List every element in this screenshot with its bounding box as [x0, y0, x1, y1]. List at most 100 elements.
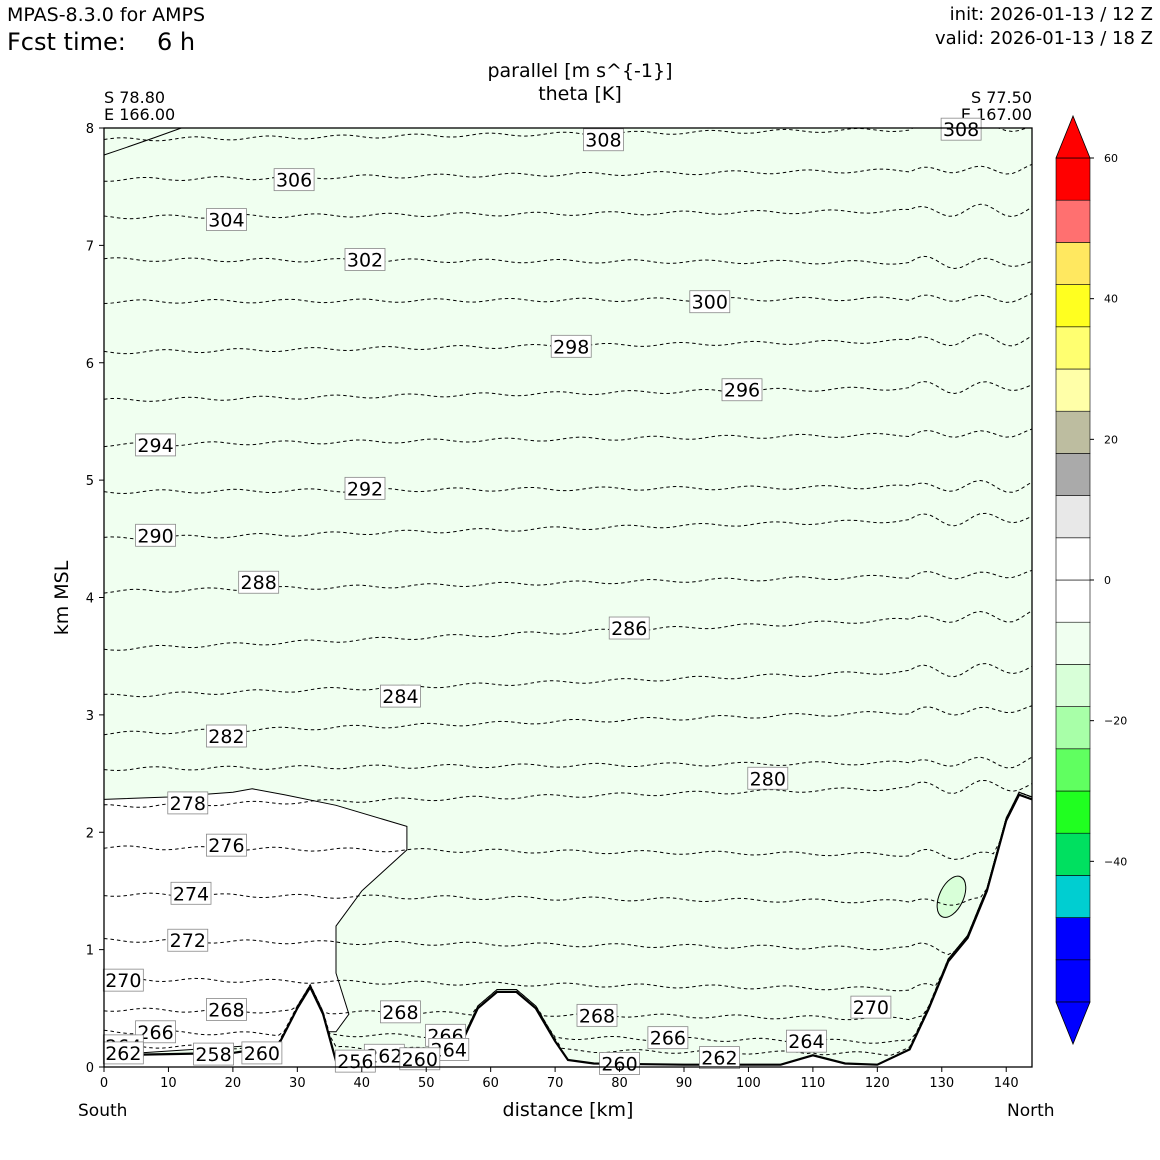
contour-label-box: [399, 1047, 441, 1071]
x-axis-label: distance [km]: [502, 1099, 634, 1121]
colorbar-tick-label: −20: [1104, 715, 1127, 728]
x-tick-label: 120: [865, 1076, 890, 1091]
contour-label: 300: [692, 292, 728, 314]
contour-label: 274: [173, 883, 209, 905]
contour-label-box: [167, 791, 209, 815]
contour-label-box: [647, 1026, 689, 1050]
south-end-label: South: [78, 1101, 128, 1121]
left-end-latitude: S 78.80: [104, 88, 166, 107]
contour-label-box: [747, 766, 789, 790]
contour-label: 294: [137, 435, 173, 457]
colorbar-segment: [1055, 664, 1091, 707]
right-end-latitude: S 77.50: [970, 88, 1032, 107]
contour-label: 260: [402, 1049, 438, 1071]
contour-label: 260: [244, 1043, 280, 1065]
x-tick-label: 30: [289, 1076, 306, 1091]
y-tick-label: 0: [86, 1061, 94, 1076]
contour-label-box: [344, 248, 386, 271]
contour-label-box: [102, 968, 144, 992]
contour-label: 270: [853, 997, 889, 1019]
x-tick-label: 40: [354, 1076, 371, 1091]
white-region-outline-top: [103, 127, 182, 156]
colorbar-tick-label: −40: [1104, 855, 1127, 868]
x-tick-label: 140: [994, 1076, 1019, 1091]
contour-label: 296: [724, 380, 760, 402]
x-tick-label: 90: [676, 1076, 693, 1091]
contour-label: 264: [788, 1031, 824, 1053]
colorbar-segment: [1055, 242, 1091, 285]
contour-label-box: [102, 1041, 144, 1065]
colorbar-segment: [1055, 326, 1091, 370]
contour-label-box: [608, 616, 650, 640]
contour-label-box: [206, 833, 247, 857]
contour-label: 306: [276, 170, 312, 192]
x-tick-label: 60: [482, 1076, 499, 1091]
contour-label-box: [135, 523, 176, 547]
colorbar-tick-label: 0: [1104, 574, 1111, 587]
colorbar-segment: [1055, 832, 1091, 876]
contour-label-box: [850, 995, 892, 1019]
chart-title-line-2: theta [K]: [538, 83, 622, 105]
contour-label-box: [380, 684, 421, 708]
contour-label-box: [344, 476, 386, 500]
contour-label-box: [786, 1029, 827, 1053]
contour-label-box: [135, 1020, 176, 1044]
contour-label-box: [193, 1042, 234, 1066]
contour-label: 268: [382, 1002, 418, 1024]
contour-label: 298: [553, 336, 589, 358]
contour-label-box: [206, 998, 247, 1021]
colorbar-segment: [1055, 537, 1091, 581]
contour-label: 266: [650, 1028, 686, 1050]
contour-label: 308: [585, 130, 621, 152]
theta-contour-266: [104, 791, 1032, 1044]
y-tick-label: 5: [86, 474, 94, 489]
contour-label: 260: [601, 1053, 637, 1075]
y-tick-label: 7: [86, 239, 94, 254]
x-tick-label: 80: [611, 1076, 628, 1091]
contour-label-box: [721, 378, 763, 402]
contour-label-box: [238, 570, 280, 594]
x-tick-label: 70: [547, 1076, 564, 1091]
contour-label: 276: [208, 835, 244, 857]
y-tick-label: 6: [86, 357, 94, 372]
contour-label-box: [273, 168, 315, 192]
init-time: init: 2026-01-13 / 12 Z: [949, 4, 1153, 25]
colorbar-segment: [1055, 495, 1091, 539]
contour-label: 284: [382, 686, 418, 708]
contour-label: 290: [137, 525, 173, 547]
contour-label-box: [699, 1046, 740, 1070]
contour-label: 272: [170, 930, 206, 952]
contour-label-box: [576, 1003, 618, 1027]
colorbar-segment: [1055, 199, 1091, 243]
colorbar-segment: [1055, 368, 1091, 412]
valid-time: valid: 2026-01-13 / 18 Z: [935, 28, 1153, 49]
y-tick-label: 8: [86, 122, 94, 137]
colorbar-top-arrow: [1055, 114, 1091, 159]
colorbar-segment: [1055, 875, 1091, 918]
contour-label-box: [599, 1052, 640, 1075]
colorbar-segment: [1055, 706, 1091, 750]
left-end-longitude: E 166.00: [104, 105, 176, 124]
terrain-line: [104, 793, 1032, 1066]
contour-label-box: [206, 724, 247, 748]
contour-label: 258: [195, 1044, 231, 1066]
contour-label-box: [167, 928, 209, 952]
contour-label-box: [550, 334, 592, 358]
x-tick-label: 100: [736, 1076, 761, 1091]
contour-label: 270: [105, 970, 141, 992]
y-tick-label: 3: [86, 709, 94, 724]
contour-label: 304: [208, 210, 244, 232]
colorbar-tick-label: 20: [1104, 433, 1118, 446]
colorbar-segment: [1055, 453, 1091, 496]
contour-label: 280: [750, 768, 786, 790]
terrain-fill: [104, 794, 1032, 1067]
colorbar-segment: [1055, 284, 1091, 328]
colorbar-tick-label: 60: [1104, 152, 1118, 165]
contour-label: 286: [611, 618, 647, 640]
colorbar-segment: [1055, 790, 1091, 834]
contour-label: 262: [701, 1048, 737, 1070]
contour-label-box: [135, 433, 176, 457]
colorbar-bottom-arrow: [1055, 1001, 1091, 1046]
contour-label-box: [206, 208, 247, 231]
